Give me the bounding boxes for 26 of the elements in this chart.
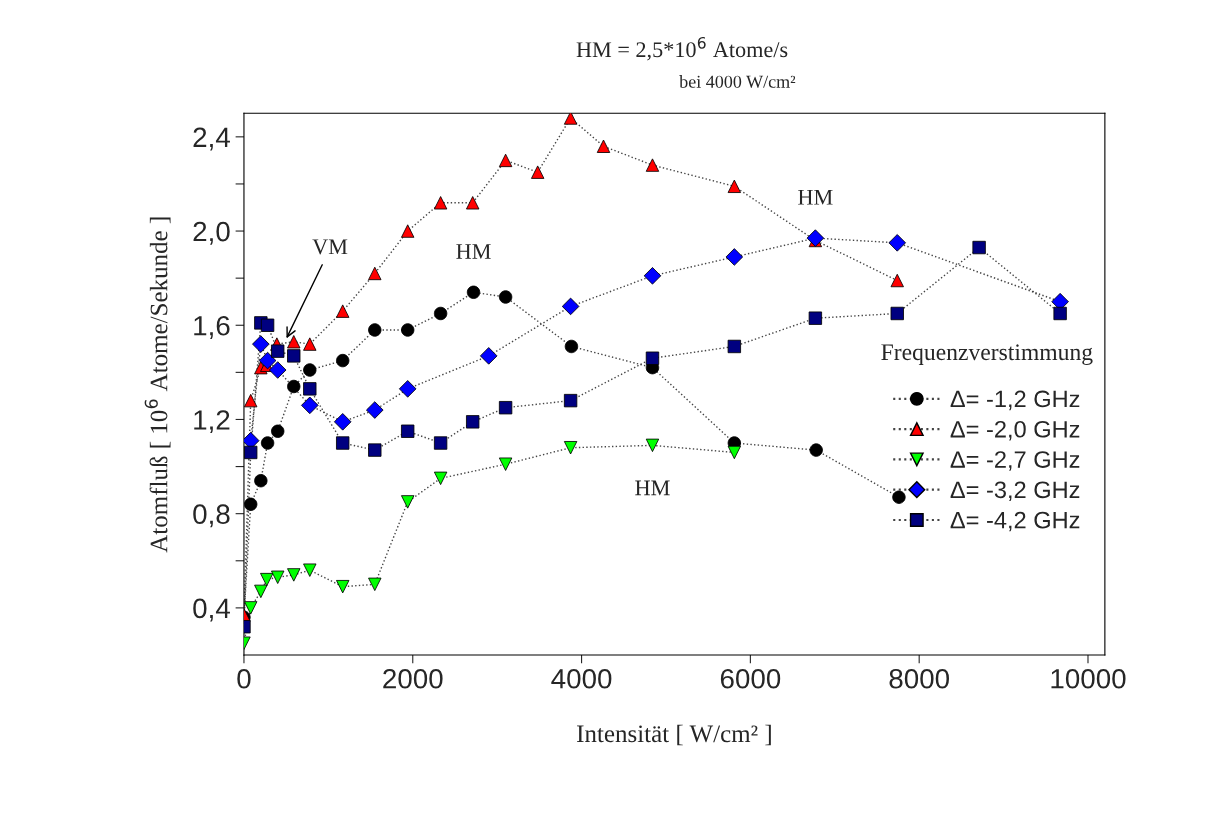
text: HM = 2,5*10$^{6}$ Atome/s [576,36,788,61]
x-tick-label: 10000 [1051,668,1126,689]
annotation: HM [635,480,670,496]
y-tick-label: 2,4 [193,127,230,151]
legend-title: Frequenzverstimmung [881,344,1093,365]
legend-label: Δ= -2,7 GHz [950,451,1080,471]
legend-label: Δ= -4,2 GHz [950,511,1080,532]
x-tick-label: 0 [237,668,251,689]
annotation: HM [798,190,833,205]
y-tick-label: 2,0 [193,221,230,245]
y-tick-label: 1,6 [194,315,230,339]
x-tick-label: 2000 [383,668,443,689]
x-tick-label: 8000 [889,668,949,689]
x-axis-title: Intensität [ W/cm² ] [577,724,771,746]
text: bei 4000 W/cm² [679,75,796,88]
y-tick-label: 1,2 [194,410,230,434]
legend-label: Δ= -2,0 GHz [950,420,1080,441]
x-tick-label: 4000 [551,668,612,689]
annotation: VM [312,239,348,255]
annotation: HM [456,244,491,259]
y-tick-label: 0,4 [193,598,230,622]
y-axis-title: Atomfluß [ 10$^{6}$ Atome/Sekunde ] [144,217,171,553]
x-tick-label: 6000 [720,668,781,689]
legend-label: Δ= -1,2 GHz [950,390,1080,411]
legend-label: Δ= -3,2 GHz [950,481,1080,501]
y-tick-label: 0,8 [193,504,230,528]
